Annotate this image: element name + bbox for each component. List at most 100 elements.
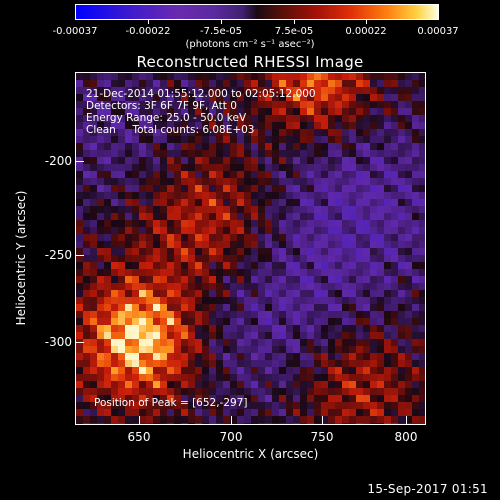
image-pixel (216, 241, 223, 248)
image-pixel (174, 262, 181, 269)
image-pixel (174, 332, 181, 339)
image-pixel (230, 367, 237, 374)
image-pixel (216, 227, 223, 234)
image-pixel (167, 80, 174, 87)
image-pixel (153, 360, 160, 367)
image-pixel (300, 213, 307, 220)
image-pixel (272, 94, 279, 101)
image-pixel (370, 87, 377, 94)
image-pixel (419, 367, 425, 374)
image-pixel (265, 297, 272, 304)
image-pixel (111, 360, 118, 367)
image-pixel (384, 178, 391, 185)
image-pixel (188, 122, 195, 129)
image-pixel (335, 171, 342, 178)
colorbar (75, 4, 439, 20)
image-pixel (384, 206, 391, 213)
image-pixel (90, 402, 97, 409)
image-pixel (314, 269, 321, 276)
image-pixel (419, 115, 425, 122)
image-pixel (209, 157, 216, 164)
image-pixel (265, 87, 272, 94)
image-pixel (251, 234, 258, 241)
image-pixel (118, 367, 125, 374)
image-pixel (377, 409, 384, 416)
image-pixel (370, 290, 377, 297)
image-pixel (391, 164, 398, 171)
image-pixel (230, 332, 237, 339)
image-pixel (76, 94, 83, 101)
image-pixel (223, 185, 230, 192)
image-pixel (90, 248, 97, 255)
image-pixel (230, 80, 237, 87)
image-pixel (209, 367, 216, 374)
image-pixel (321, 276, 328, 283)
image-pixel (167, 136, 174, 143)
image-pixel (104, 395, 111, 402)
image-pixel (342, 269, 349, 276)
image-pixel (160, 213, 167, 220)
image-pixel (97, 150, 104, 157)
image-pixel (83, 395, 90, 402)
image-pixel (174, 157, 181, 164)
image-pixel (328, 388, 335, 395)
image-pixel (412, 150, 419, 157)
image-pixel (405, 402, 412, 409)
image-pixel (342, 360, 349, 367)
image-pixel (223, 87, 230, 94)
image-pixel (286, 101, 293, 108)
image-pixel (314, 122, 321, 129)
image-pixel (188, 297, 195, 304)
image-pixel (265, 402, 272, 409)
image-pixel (363, 262, 370, 269)
image-pixel (405, 374, 412, 381)
image-pixel (265, 339, 272, 346)
image-pixel (251, 325, 258, 332)
image-pixel (244, 129, 251, 136)
image-pixel (321, 339, 328, 346)
image-pixel (286, 94, 293, 101)
image-pixel (342, 416, 349, 423)
image-pixel (118, 241, 125, 248)
image-pixel (328, 150, 335, 157)
image-pixel (363, 402, 370, 409)
image-pixel (370, 311, 377, 318)
image-pixel (209, 297, 216, 304)
image-pixel (195, 136, 202, 143)
image-pixel (216, 94, 223, 101)
image-pixel (307, 234, 314, 241)
image-pixel (286, 234, 293, 241)
image-pixel (286, 164, 293, 171)
image-pixel (237, 255, 244, 262)
image-pixel (209, 101, 216, 108)
rhessi-image-plot[interactable]: 21-Dec-2014 01:55:12.000 to 02:05:12.000… (75, 72, 426, 425)
image-pixel (370, 374, 377, 381)
colorbar-units: (photons cm⁻² s⁻¹ asec⁻²) (185, 39, 315, 50)
image-pixel (293, 115, 300, 122)
image-pixel (244, 276, 251, 283)
image-pixel (237, 94, 244, 101)
image-pixel (90, 283, 97, 290)
image-pixel (76, 143, 83, 150)
image-pixel (349, 332, 356, 339)
image-pixel (328, 409, 335, 416)
image-pixel (160, 304, 167, 311)
image-pixel (251, 94, 258, 101)
image-pixel (419, 80, 425, 87)
image-pixel (104, 269, 111, 276)
image-pixel (97, 276, 104, 283)
image-pixel (300, 416, 307, 423)
image-pixel (321, 374, 328, 381)
image-pixel (265, 192, 272, 199)
image-pixel (342, 213, 349, 220)
image-pixel (370, 304, 377, 311)
image-pixel (398, 136, 405, 143)
image-pixel (251, 164, 258, 171)
image-pixel (391, 374, 398, 381)
image-pixel (398, 101, 405, 108)
image-pixel (202, 157, 209, 164)
image-pixel (321, 234, 328, 241)
image-pixel (111, 339, 118, 346)
image-pixel (230, 318, 237, 325)
image-pixel (314, 276, 321, 283)
